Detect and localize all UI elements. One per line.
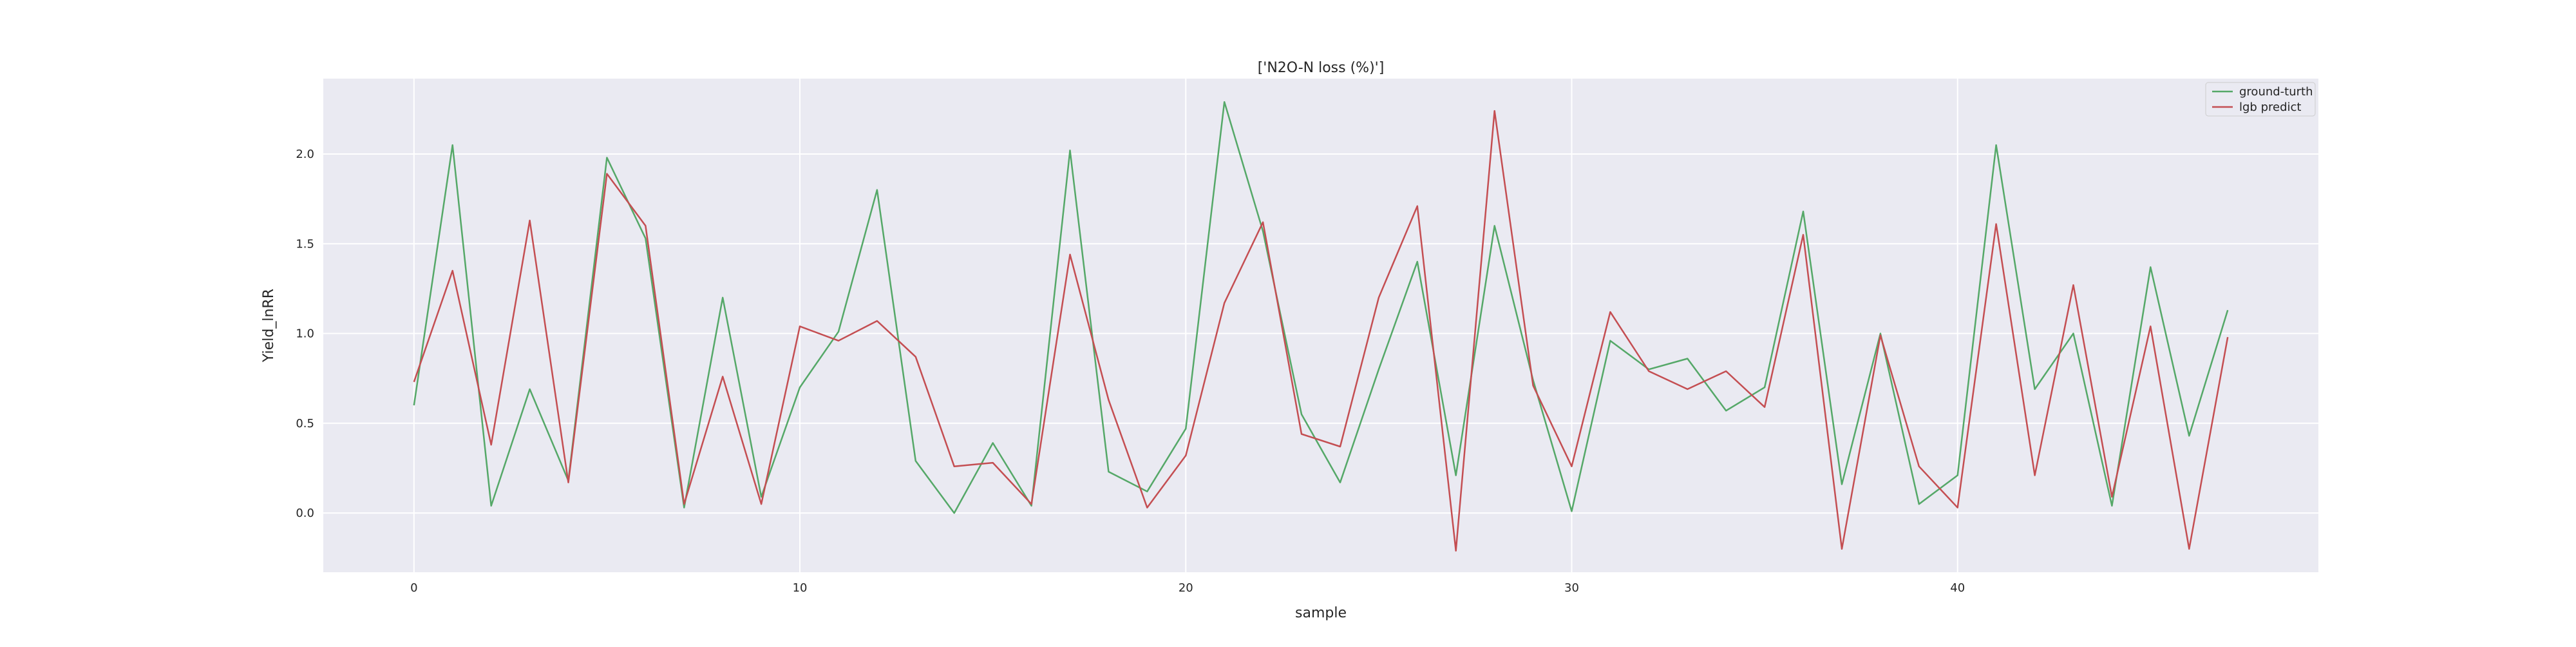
- legend: ground-turth lgb predict: [2205, 82, 2316, 117]
- series-lines: [413, 101, 2229, 552]
- legend-label: ground-turth: [2239, 85, 2313, 99]
- plot-area: [323, 79, 2318, 572]
- x-tick-label: 0: [410, 581, 417, 595]
- y-tick-label: 2.0: [296, 148, 314, 161]
- x-tick-label: 10: [793, 581, 808, 595]
- series-line-1: [413, 110, 2229, 552]
- tick-labels: 0 10 20 30 40 0.0 0.5 1.0 1.5 2.0: [296, 148, 1965, 595]
- series-line-0: [413, 101, 2229, 514]
- y-tick-label: 0.5: [296, 417, 314, 430]
- chart-title: ['N2O-N loss (%)']: [1258, 60, 1385, 76]
- y-tick-label: 0.0: [296, 507, 314, 520]
- x-tick-label: 40: [1950, 581, 1965, 595]
- x-tick-label: 30: [1564, 581, 1579, 595]
- y-axis-label: Yield_lnRR: [261, 289, 277, 363]
- y-tick-label: 1.0: [296, 327, 314, 341]
- legend-box: [2205, 82, 2316, 117]
- grid-lines: [323, 79, 2318, 572]
- legend-label: lgb predict: [2239, 101, 2301, 114]
- y-tick-label: 1.5: [296, 237, 314, 251]
- x-tick-label: 20: [1179, 581, 1193, 595]
- x-axis-label: sample: [1295, 605, 1347, 621]
